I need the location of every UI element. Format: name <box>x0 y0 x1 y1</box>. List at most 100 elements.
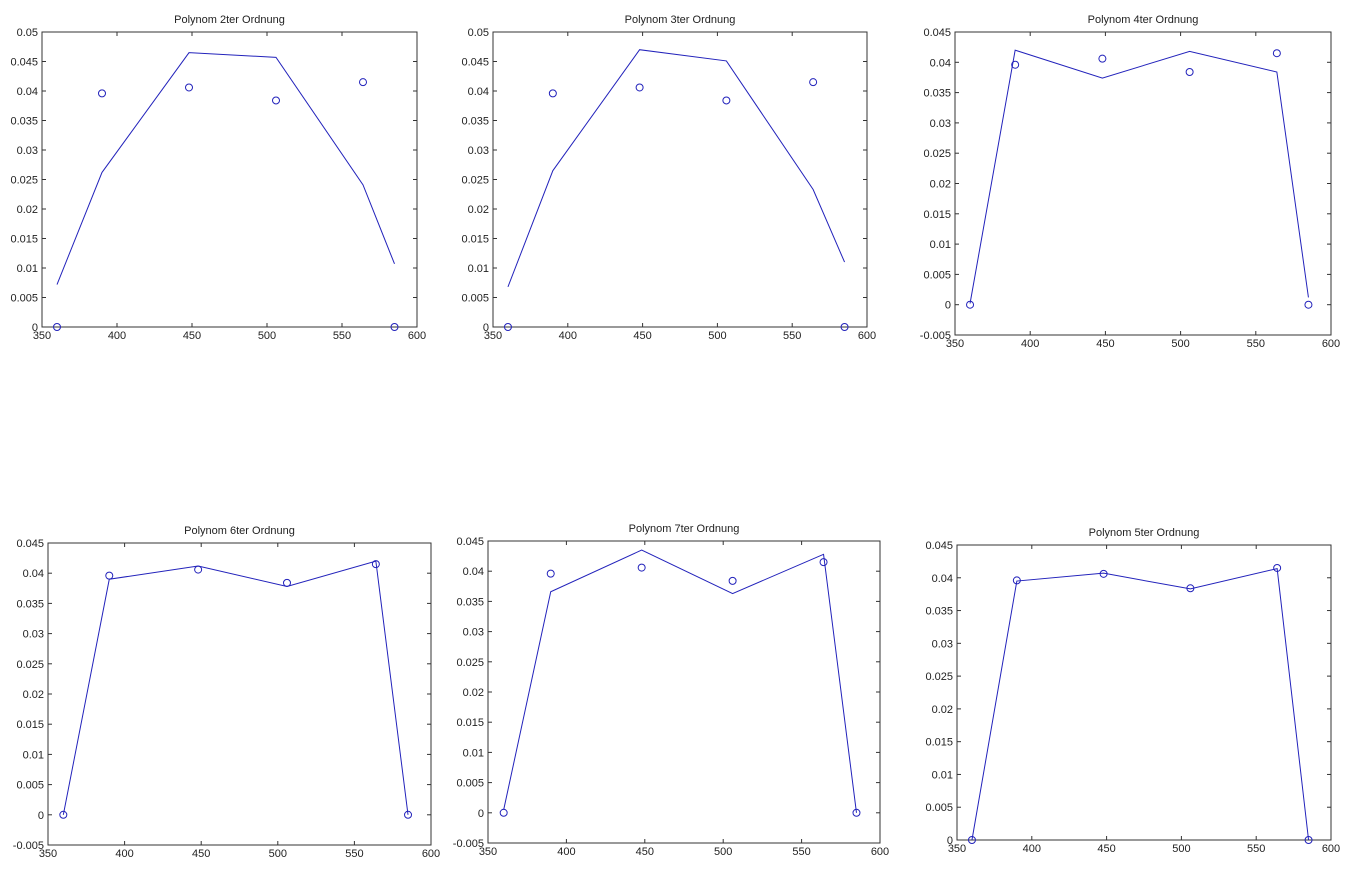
data-point <box>194 565 203 574</box>
data-point <box>390 323 399 331</box>
y-tick-label: 0.04 <box>930 57 951 69</box>
fit-line <box>969 49 1309 304</box>
y-tick-label: 0.025 <box>16 659 44 671</box>
y-tick-label: 0.005 <box>461 293 489 305</box>
x-tick-label: 500 <box>1171 338 1189 350</box>
y-tick-label: 0.015 <box>10 234 38 246</box>
x-tick-label: 350 <box>39 848 57 860</box>
y-tick-label: 0.04 <box>23 568 44 580</box>
y-tick-label: 0.02 <box>17 204 38 216</box>
x-tick-label: 550 <box>783 330 801 342</box>
fit-line <box>507 49 846 288</box>
data-point <box>1011 60 1020 69</box>
y-tick-label: 0.03 <box>932 638 953 650</box>
chart-title: Polynom 3ter Ordnung <box>625 14 736 26</box>
y-tick-label: 0.015 <box>16 719 44 731</box>
x-tick-label: 450 <box>183 330 201 342</box>
y-tick-label: 0.025 <box>925 671 953 683</box>
subplot-2: Polynom 3ter Ordnung 350 400 450 500 550 600 0 0… <box>461 14 876 342</box>
data-point <box>852 808 861 817</box>
data-point <box>1099 569 1108 578</box>
y-tick-label: 0.01 <box>17 263 38 275</box>
y-tick-label: 0.035 <box>923 88 951 100</box>
y-tick-label: 0.04 <box>17 86 38 98</box>
y-tick-label: 0.035 <box>16 598 44 610</box>
x-tick-label: 600 <box>871 846 889 858</box>
data-point <box>722 96 731 105</box>
chart-title: Polynom 2ter Ordnung <box>174 14 285 26</box>
y-tick-label: -0.005 <box>13 840 44 852</box>
data-point <box>98 89 106 98</box>
x-tick-label: 350 <box>479 846 497 858</box>
y-tick-label: 0.045 <box>10 57 38 69</box>
x-tick-label: 500 <box>269 848 287 860</box>
data-point <box>1186 584 1195 593</box>
y-tick-label: 0.005 <box>925 802 953 814</box>
data-point <box>359 78 367 87</box>
data-point <box>105 571 114 580</box>
y-tick-label: 0.045 <box>923 27 951 39</box>
y-tick-label: 0.01 <box>23 749 44 761</box>
y-tick-label: 0.03 <box>468 145 489 157</box>
y-tick-label: 0.035 <box>10 116 38 128</box>
y-tick-label: 0.045 <box>461 57 489 69</box>
x-tick-label: 450 <box>633 330 651 342</box>
y-tick-label: 0.01 <box>930 239 951 251</box>
data-point <box>967 836 976 844</box>
fit-line <box>971 567 1310 841</box>
y-tick-label: 0.05 <box>468 27 489 39</box>
y-tick-label: 0.04 <box>463 566 484 578</box>
y-tick-label: 0.005 <box>456 778 484 790</box>
axes-box <box>954 31 1332 336</box>
y-tick-label: 0.035 <box>456 596 484 608</box>
y-tick-label: -0.005 <box>920 330 951 342</box>
x-tick-label: 600 <box>422 848 440 860</box>
chart-title: Polynom 6ter Ordnung <box>184 525 295 537</box>
y-tick-label: 0.01 <box>468 263 489 275</box>
data-point <box>53 323 61 331</box>
fit-line <box>62 560 409 815</box>
y-tick-label: 0.035 <box>925 606 953 618</box>
data-point <box>282 578 291 587</box>
x-tick-label: 350 <box>948 843 966 855</box>
x-tick-label: 550 <box>345 848 363 860</box>
x-tick-label: 400 <box>557 846 575 858</box>
x-tick-label: 400 <box>115 848 133 860</box>
y-tick-label: 0.01 <box>463 747 484 759</box>
x-tick-label: 400 <box>108 330 126 342</box>
data-point <box>1185 67 1194 76</box>
chart-title: Polynom 4ter Ordnung <box>1088 14 1199 26</box>
data-point <box>546 569 555 578</box>
x-tick-label: 400 <box>559 330 577 342</box>
y-tick-label: 0.005 <box>10 293 38 305</box>
x-tick-label: 350 <box>946 338 964 350</box>
x-tick-label: 350 <box>33 330 51 342</box>
chart-title: Polynom 7ter Ordnung <box>629 523 740 535</box>
y-tick-label: 0.03 <box>17 145 38 157</box>
y-tick-label: 0.025 <box>456 657 484 669</box>
y-tick-label: 0 <box>947 835 953 847</box>
subplot-1: Polynom 2ter Ordnung 350 400 450 500 550 600 0 0… <box>10 14 426 342</box>
x-tick-label: 450 <box>1097 843 1115 855</box>
data-point <box>503 323 512 331</box>
y-tick-label: 0.05 <box>17 27 38 39</box>
x-tick-label: 500 <box>258 330 276 342</box>
x-tick-label: 450 <box>636 846 654 858</box>
x-tick-label: 450 <box>192 848 210 860</box>
axes-box <box>487 540 881 844</box>
axes-box <box>956 544 1332 841</box>
x-tick-label: 350 <box>484 330 502 342</box>
y-tick-label: 0.035 <box>461 116 489 128</box>
y-tick-label: 0.02 <box>930 179 951 191</box>
x-tick-label: 600 <box>858 330 876 342</box>
y-tick-label: 0.015 <box>925 737 953 749</box>
data-point <box>809 78 818 87</box>
y-tick-label: 0.01 <box>932 769 953 781</box>
fit-line <box>503 549 857 813</box>
y-tick-label: 0.005 <box>16 780 44 792</box>
x-tick-label: 550 <box>1247 338 1265 350</box>
y-tick-label: 0.04 <box>468 86 489 98</box>
y-tick-label: 0.02 <box>932 704 953 716</box>
data-point <box>1272 49 1281 58</box>
